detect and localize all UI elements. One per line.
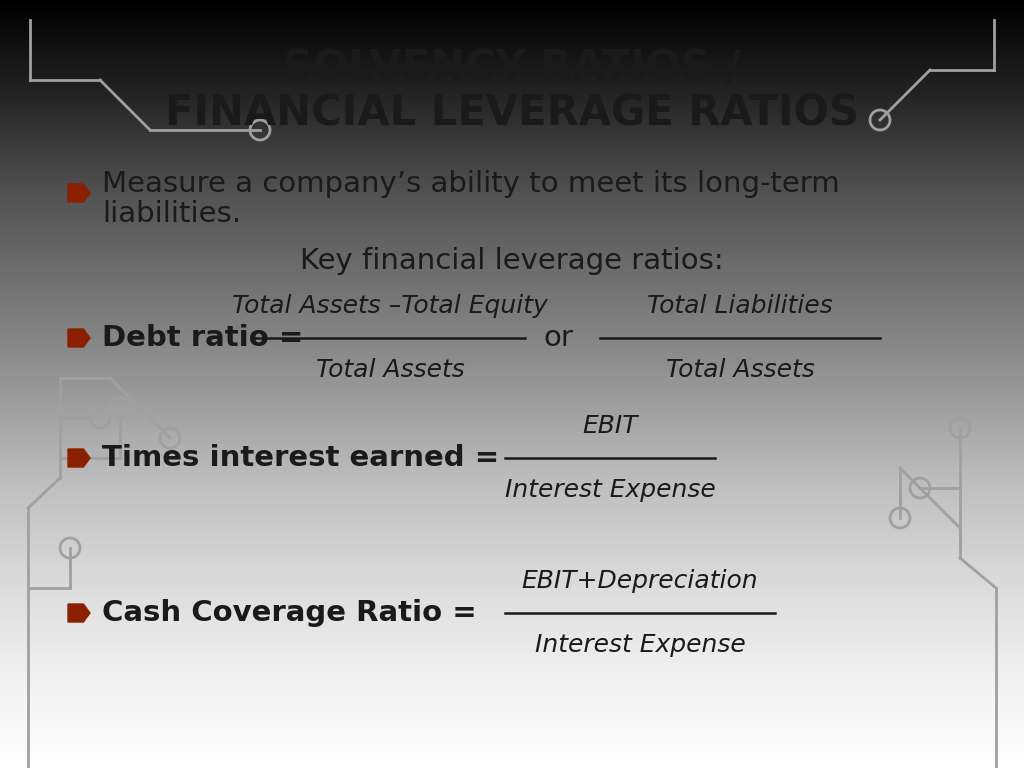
Polygon shape bbox=[68, 449, 90, 467]
Text: Measure a company’s ability to meet its long-term: Measure a company’s ability to meet its … bbox=[102, 170, 840, 198]
Text: EBIT+Depreciation: EBIT+Depreciation bbox=[521, 569, 759, 593]
Text: Total Assets –Total Equity: Total Assets –Total Equity bbox=[232, 294, 548, 318]
Text: EBIT: EBIT bbox=[583, 414, 638, 438]
Text: Interest Expense: Interest Expense bbox=[505, 478, 716, 502]
Text: Total Liabilities: Total Liabilities bbox=[647, 294, 833, 318]
Text: Total Assets: Total Assets bbox=[666, 358, 814, 382]
Text: Key financial leverage ratios:: Key financial leverage ratios: bbox=[300, 247, 724, 275]
Text: SOLVENCY RATIOS /: SOLVENCY RATIOS / bbox=[283, 47, 741, 89]
Text: or: or bbox=[543, 324, 573, 352]
Text: Interest Expense: Interest Expense bbox=[535, 633, 745, 657]
Text: Debt ratio =: Debt ratio = bbox=[102, 324, 313, 352]
Text: Cash Coverage Ratio =: Cash Coverage Ratio = bbox=[102, 599, 486, 627]
Polygon shape bbox=[68, 329, 90, 347]
Text: Total Assets: Total Assets bbox=[315, 358, 464, 382]
Text: FINANCIAL LEVERAGE RATIOS: FINANCIAL LEVERAGE RATIOS bbox=[165, 92, 859, 134]
Polygon shape bbox=[68, 184, 90, 202]
Text: Times interest earned =: Times interest earned = bbox=[102, 444, 509, 472]
Polygon shape bbox=[68, 604, 90, 622]
Text: liabilities.: liabilities. bbox=[102, 200, 241, 228]
